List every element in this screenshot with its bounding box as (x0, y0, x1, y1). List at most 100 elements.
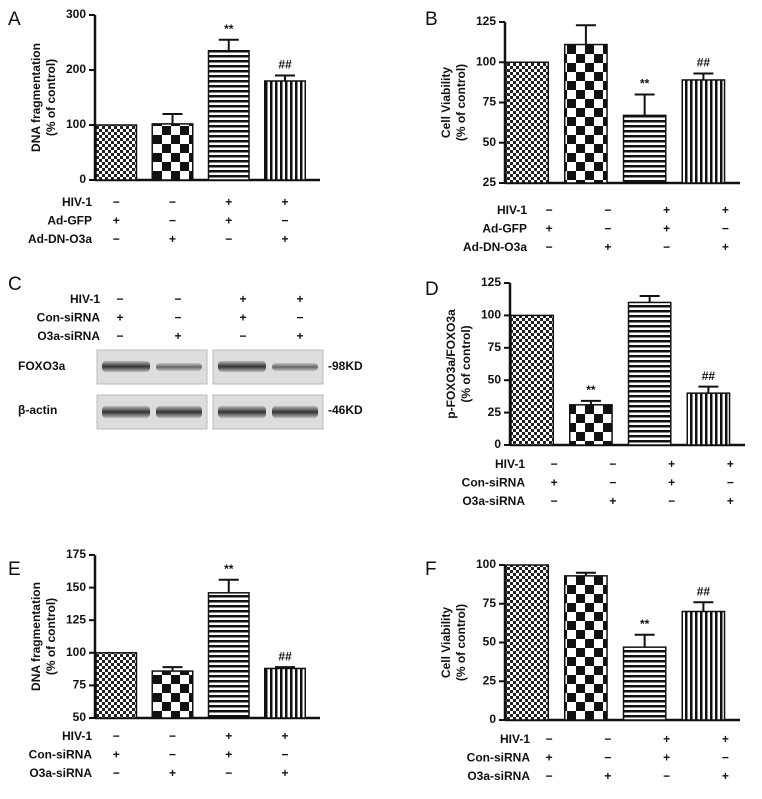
y-tick-label: 175 (66, 547, 86, 561)
condition-sign: + (668, 457, 675, 471)
band (102, 406, 150, 418)
condition-sign: + (663, 751, 670, 765)
significance-mark: ## (278, 58, 292, 72)
y-axis-label: Cell Viability (439, 67, 453, 138)
condition-sign: + (722, 732, 729, 746)
y-axis-label: Cell Viability (439, 607, 453, 678)
blot-size: -46KD (328, 403, 363, 417)
bar (95, 124, 138, 181)
bar (151, 123, 194, 181)
y-tick-label: 75 (483, 596, 497, 610)
condition-sign: + (239, 311, 246, 325)
y-tick-label: 125 (476, 14, 496, 28)
condition-label: Ad-GFP (482, 222, 527, 236)
y-tick-label: 100 (476, 54, 496, 68)
condition-sign: − (546, 203, 553, 217)
significance-mark: ## (697, 56, 711, 70)
condition-sign: − (174, 292, 181, 306)
condition-sign: + (604, 769, 611, 783)
condition-sign: + (113, 748, 120, 762)
condition-sign: − (113, 232, 120, 246)
condition-label: Ad-GFP (47, 214, 92, 228)
condition-label: HIV-1 (62, 195, 92, 209)
condition-sign: + (727, 494, 734, 508)
y-tick-label: 100 (476, 557, 496, 571)
condition-sign: − (169, 195, 176, 209)
condition-label: Con-siRNA (29, 748, 93, 762)
condition-sign: − (546, 240, 553, 254)
condition-sign: + (722, 203, 729, 217)
condition-sign: + (668, 476, 675, 490)
condition-sign: − (722, 751, 729, 765)
condition-sign: + (663, 732, 670, 746)
band (156, 363, 202, 371)
bar (569, 404, 613, 446)
bar (686, 392, 731, 446)
condition-sign: + (281, 766, 288, 780)
condition-sign: + (296, 329, 303, 343)
y-tick-label: 125 (66, 612, 86, 626)
blot-images (96, 349, 324, 430)
condition-sign: − (225, 232, 232, 246)
y-axis-label: DNA fragmentation (29, 582, 43, 691)
bar (681, 79, 726, 184)
condition-label: O3a-siRNA (37, 329, 100, 343)
significance-mark: ## (278, 649, 292, 663)
significance-mark: ** (640, 617, 650, 631)
panel-letter: B (425, 9, 438, 30)
condition-sign: − (296, 311, 303, 325)
condition-sign: + (609, 494, 616, 508)
panel-letter: A (8, 9, 21, 30)
y-axis-label: (% of control) (454, 64, 468, 141)
condition-sign: − (604, 222, 611, 236)
y-axis-label: (% of control) (459, 325, 473, 402)
significance-mark: ## (702, 369, 716, 383)
y-tick-label: 50 (488, 372, 502, 386)
condition-sign: − (609, 476, 616, 490)
y-tick-label: 100 (66, 645, 86, 659)
y-tick-label: 50 (483, 635, 497, 649)
condition-sign: + (546, 222, 553, 236)
condition-sign: − (174, 311, 181, 325)
condition-sign: − (113, 766, 120, 780)
significance-mark: ** (640, 77, 650, 91)
condition-sign: − (281, 214, 288, 228)
condition-label: Con-siRNA (467, 751, 531, 765)
band (272, 363, 318, 371)
bar (622, 646, 667, 721)
y-tick-label: 50 (73, 710, 87, 724)
bar (505, 61, 550, 184)
y-tick-label: 25 (488, 405, 502, 419)
condition-sign: + (727, 457, 734, 471)
condition-sign: + (722, 769, 729, 783)
condition-sign: + (281, 232, 288, 246)
bar (207, 592, 250, 719)
condition-sign: + (281, 729, 288, 743)
condition-sign: − (727, 476, 734, 490)
y-tick-label: 75 (73, 678, 87, 692)
condition-label: HIV-1 (62, 729, 92, 743)
y-tick-label: 0 (494, 437, 501, 451)
condition-label: HIV-1 (497, 203, 527, 217)
condition-sign: + (174, 329, 181, 343)
condition-label: O3a-siRNA (462, 494, 525, 508)
condition-label: Ad-DN-O3a (28, 232, 92, 246)
panel-letter: E (8, 559, 21, 580)
y-tick-label: 300 (66, 7, 86, 21)
condition-sign: − (663, 240, 670, 254)
y-tick-label: 150 (66, 580, 86, 594)
panel-letter: D (425, 279, 439, 300)
condition-label: Con-siRNA (37, 311, 101, 325)
condition-label: Ad-DN-O3a (463, 240, 527, 254)
bar (627, 301, 672, 446)
condition-sign: + (663, 203, 670, 217)
y-axis-label: p-FOXO3a/FOXO3a (444, 309, 458, 419)
y-axis-label: (% of control) (44, 59, 58, 136)
condition-label: O3a-siRNA (467, 769, 530, 783)
condition-sign: + (546, 751, 553, 765)
condition-sign: + (116, 311, 123, 325)
blot-label: FOXO3a (18, 359, 66, 373)
band (218, 361, 266, 372)
condition-sign: + (169, 766, 176, 780)
condition-sign: + (225, 195, 232, 209)
